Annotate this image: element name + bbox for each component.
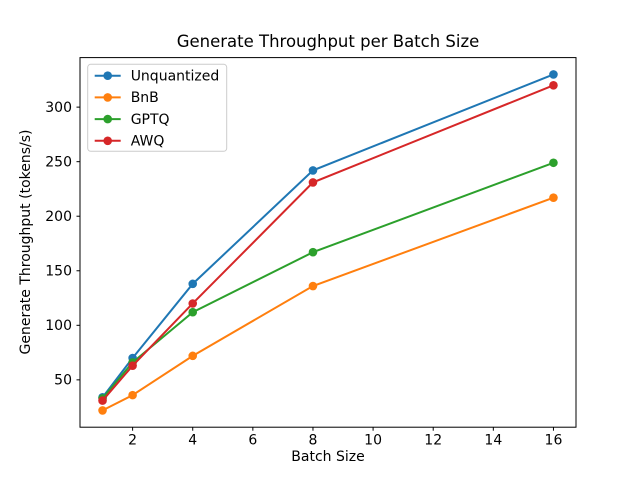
- x-tick-label: 12: [424, 433, 442, 449]
- plot-series: [98, 70, 558, 415]
- series-unquantized-point-batch-4: [188, 279, 198, 289]
- legend-marker-swatch: [103, 93, 112, 102]
- x-tick-label: 6: [248, 433, 257, 449]
- y-tick-label: 100: [45, 318, 72, 334]
- series-awq-point-batch-1: [98, 396, 107, 405]
- x-tick-label: 10: [364, 433, 382, 449]
- series-gptq-point-batch-4: [188, 307, 198, 317]
- chart-title: Generate Throughput per Batch Size: [177, 32, 480, 51]
- series-awq-point-batch-2: [128, 361, 137, 370]
- series-bnb-point-batch-4: [188, 351, 198, 361]
- x-axis-label: Batch Size: [291, 449, 364, 465]
- series-unquantized-point-batch-8: [308, 166, 318, 175]
- legend: Unquantized BnB GPTQ AWQ: [87, 63, 228, 152]
- legend-item-gptq: GPTQ: [94, 112, 170, 128]
- legend-box: [87, 63, 228, 152]
- series-bnb-point-batch-16: [549, 193, 558, 202]
- legend-label: BnB: [131, 90, 159, 106]
- legend-marker-swatch: [103, 114, 112, 124]
- series-bnb-point-batch-2: [128, 390, 137, 400]
- legend-marker-swatch: [103, 136, 112, 146]
- y-tick-label: 250: [45, 154, 72, 170]
- x-tick-label: 2: [128, 433, 137, 449]
- series-unquantized-point-batch-16: [549, 70, 558, 79]
- series-gptq-point-batch-16: [549, 158, 558, 168]
- y-tick-label: 150: [45, 264, 72, 280]
- series-awq-point-batch-8: [308, 178, 318, 187]
- series-bnb-line: [102, 196, 554, 412]
- series-bnb-point-batch-8: [308, 281, 318, 291]
- y-tick-label: 50: [54, 373, 72, 389]
- x-tick-label: 8: [309, 433, 318, 449]
- legend-item-awq: AWQ: [94, 134, 165, 150]
- series-gptq-point-batch-8: [308, 247, 318, 257]
- series-awq-point-batch-4: [188, 299, 198, 308]
- plot-area-border: [79, 57, 577, 428]
- y-axis-label: Generate Throughput (tokens/s): [18, 130, 34, 355]
- series-bnb-point-batch-1: [98, 406, 107, 415]
- x-tick-label: 4: [188, 433, 197, 449]
- legend-item-bnb: BnB: [94, 90, 159, 106]
- legend-label: GPTQ: [131, 112, 170, 128]
- legend-label: AWQ: [131, 134, 165, 150]
- x-tick-label: 14: [484, 433, 502, 449]
- axis-ticks: 2 4 6 8 10 12 14 16 50 100 150 200 250 300: [45, 100, 562, 449]
- legend-label: Unquantized: [131, 69, 220, 85]
- legend-item-unquantized: Unquantized: [94, 69, 220, 85]
- y-tick-label: 300: [45, 100, 72, 116]
- legend-marker-swatch: [103, 71, 112, 80]
- y-tick-label: 200: [45, 209, 72, 225]
- x-tick-label: 16: [545, 433, 563, 449]
- series-awq-point-batch-16: [549, 81, 558, 90]
